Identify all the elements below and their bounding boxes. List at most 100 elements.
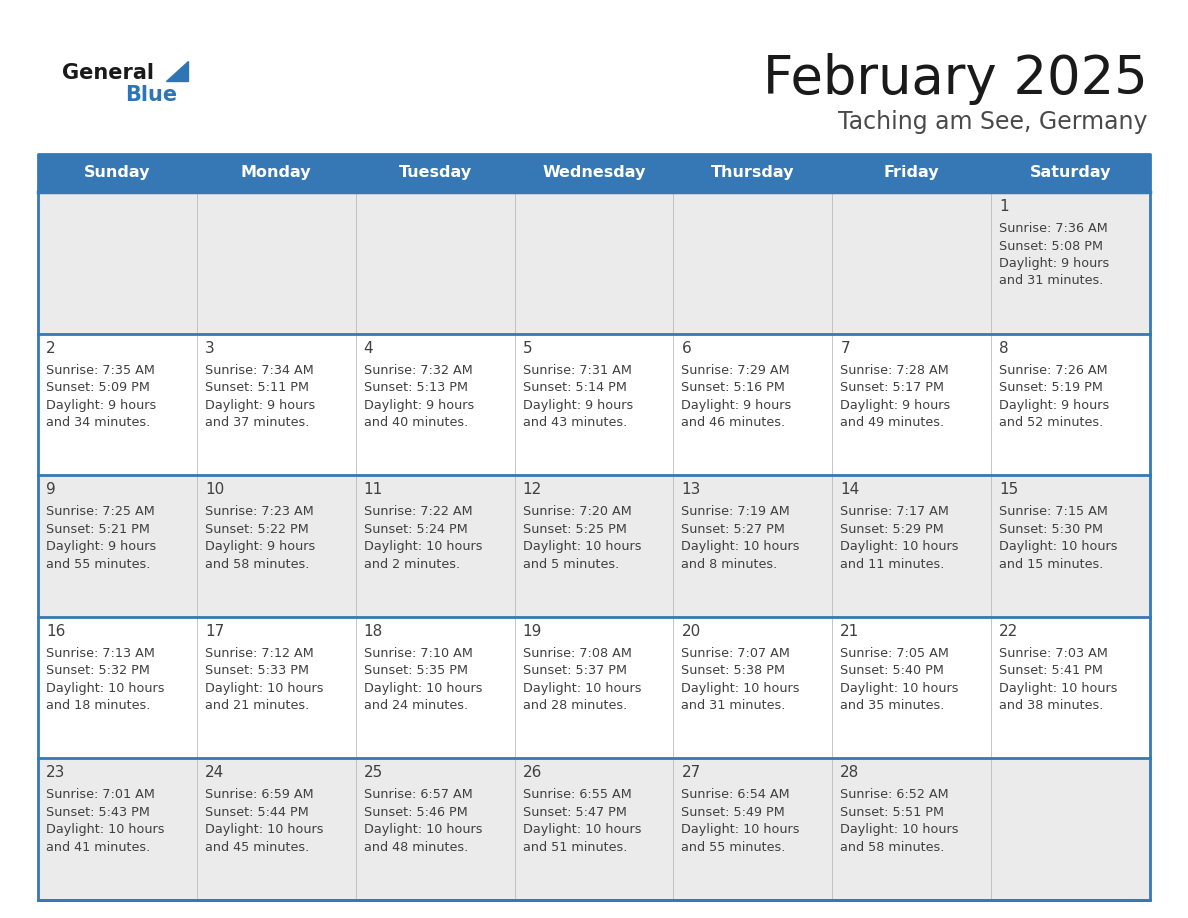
Text: Sunset: 5:35 PM: Sunset: 5:35 PM (364, 665, 468, 677)
Text: and 48 minutes.: and 48 minutes. (364, 841, 468, 854)
Text: Sunset: 5:19 PM: Sunset: 5:19 PM (999, 381, 1102, 394)
Text: Sunset: 5:33 PM: Sunset: 5:33 PM (204, 665, 309, 677)
Text: Sunrise: 7:20 AM: Sunrise: 7:20 AM (523, 505, 631, 518)
Text: Daylight: 9 hours: Daylight: 9 hours (999, 257, 1110, 270)
Bar (38, 333, 1150, 476)
Text: 1: 1 (999, 199, 1009, 214)
Text: 9: 9 (46, 482, 56, 498)
Text: Sunrise: 7:25 AM: Sunrise: 7:25 AM (46, 505, 154, 518)
Text: Sunrise: 7:35 AM: Sunrise: 7:35 AM (46, 364, 154, 376)
Text: 23: 23 (46, 766, 65, 780)
Text: Daylight: 9 hours: Daylight: 9 hours (840, 398, 950, 411)
Text: Daylight: 9 hours: Daylight: 9 hours (682, 398, 791, 411)
Text: Daylight: 10 hours: Daylight: 10 hours (840, 823, 959, 836)
Text: 21: 21 (840, 624, 860, 639)
Text: and 8 minutes.: and 8 minutes. (682, 558, 778, 571)
Text: 22: 22 (999, 624, 1018, 639)
Text: Thursday: Thursday (712, 165, 795, 181)
Text: 19: 19 (523, 624, 542, 639)
Text: Sunrise: 7:15 AM: Sunrise: 7:15 AM (999, 505, 1108, 518)
Text: Sunrise: 7:03 AM: Sunrise: 7:03 AM (999, 647, 1108, 660)
Text: 8: 8 (999, 341, 1009, 355)
Text: Daylight: 10 hours: Daylight: 10 hours (46, 823, 164, 836)
Text: Daylight: 10 hours: Daylight: 10 hours (364, 823, 482, 836)
Text: Sunset: 5:32 PM: Sunset: 5:32 PM (46, 665, 150, 677)
Text: Sunrise: 7:12 AM: Sunrise: 7:12 AM (204, 647, 314, 660)
Text: Daylight: 9 hours: Daylight: 9 hours (46, 540, 157, 554)
Text: and 51 minutes.: and 51 minutes. (523, 841, 627, 854)
Text: Daylight: 10 hours: Daylight: 10 hours (204, 823, 323, 836)
Text: Daylight: 10 hours: Daylight: 10 hours (682, 823, 800, 836)
Text: 10: 10 (204, 482, 225, 498)
Text: 26: 26 (523, 766, 542, 780)
Text: Daylight: 9 hours: Daylight: 9 hours (46, 398, 157, 411)
Text: Sunrise: 7:36 AM: Sunrise: 7:36 AM (999, 222, 1108, 235)
Text: Sunrise: 6:52 AM: Sunrise: 6:52 AM (840, 789, 949, 801)
Text: 13: 13 (682, 482, 701, 498)
Text: 27: 27 (682, 766, 701, 780)
Text: Sunrise: 7:28 AM: Sunrise: 7:28 AM (840, 364, 949, 376)
Text: Daylight: 10 hours: Daylight: 10 hours (364, 540, 482, 554)
Text: Monday: Monday (241, 165, 311, 181)
Text: Sunrise: 6:57 AM: Sunrise: 6:57 AM (364, 789, 473, 801)
Text: Sunset: 5:16 PM: Sunset: 5:16 PM (682, 381, 785, 394)
Text: 14: 14 (840, 482, 860, 498)
Text: 11: 11 (364, 482, 383, 498)
Text: Sunset: 5:24 PM: Sunset: 5:24 PM (364, 522, 467, 536)
Text: Wednesday: Wednesday (542, 165, 646, 181)
Text: and 15 minutes.: and 15 minutes. (999, 558, 1104, 571)
Text: Sunrise: 7:34 AM: Sunrise: 7:34 AM (204, 364, 314, 376)
Text: Sunrise: 7:31 AM: Sunrise: 7:31 AM (523, 364, 632, 376)
Text: Daylight: 10 hours: Daylight: 10 hours (204, 682, 323, 695)
Text: Sunrise: 7:05 AM: Sunrise: 7:05 AM (840, 647, 949, 660)
Text: 28: 28 (840, 766, 860, 780)
Text: and 28 minutes.: and 28 minutes. (523, 700, 627, 712)
Text: 12: 12 (523, 482, 542, 498)
Text: Sunset: 5:41 PM: Sunset: 5:41 PM (999, 665, 1102, 677)
Text: Sunset: 5:29 PM: Sunset: 5:29 PM (840, 522, 944, 536)
Text: and 49 minutes.: and 49 minutes. (840, 416, 944, 429)
Text: Daylight: 10 hours: Daylight: 10 hours (523, 540, 642, 554)
Text: Sunset: 5:44 PM: Sunset: 5:44 PM (204, 806, 309, 819)
Text: 25: 25 (364, 766, 383, 780)
Text: and 38 minutes.: and 38 minutes. (999, 700, 1104, 712)
Text: Sunset: 5:51 PM: Sunset: 5:51 PM (840, 806, 944, 819)
Text: Sunset: 5:14 PM: Sunset: 5:14 PM (523, 381, 626, 394)
Text: and 11 minutes.: and 11 minutes. (840, 558, 944, 571)
Text: Daylight: 9 hours: Daylight: 9 hours (204, 398, 315, 411)
Text: Friday: Friday (884, 165, 940, 181)
Text: Daylight: 10 hours: Daylight: 10 hours (523, 682, 642, 695)
Text: and 41 minutes.: and 41 minutes. (46, 841, 150, 854)
Text: 6: 6 (682, 341, 691, 355)
Text: Sunset: 5:43 PM: Sunset: 5:43 PM (46, 806, 150, 819)
Text: General: General (62, 63, 154, 83)
Text: Sunrise: 7:26 AM: Sunrise: 7:26 AM (999, 364, 1107, 376)
Text: 4: 4 (364, 341, 373, 355)
Text: February 2025: February 2025 (763, 53, 1148, 105)
Text: Sunrise: 7:32 AM: Sunrise: 7:32 AM (364, 364, 473, 376)
Text: Daylight: 9 hours: Daylight: 9 hours (364, 398, 474, 411)
Text: Sunrise: 7:19 AM: Sunrise: 7:19 AM (682, 505, 790, 518)
Text: Sunset: 5:21 PM: Sunset: 5:21 PM (46, 522, 150, 536)
Text: Sunset: 5:11 PM: Sunset: 5:11 PM (204, 381, 309, 394)
Text: Daylight: 10 hours: Daylight: 10 hours (840, 682, 959, 695)
Text: 7: 7 (840, 341, 849, 355)
Text: and 55 minutes.: and 55 minutes. (46, 558, 151, 571)
Text: Daylight: 10 hours: Daylight: 10 hours (46, 682, 164, 695)
Text: and 31 minutes.: and 31 minutes. (682, 700, 785, 712)
Text: Daylight: 10 hours: Daylight: 10 hours (682, 540, 800, 554)
Text: Daylight: 10 hours: Daylight: 10 hours (523, 823, 642, 836)
Text: Sunset: 5:25 PM: Sunset: 5:25 PM (523, 522, 626, 536)
Text: Sunset: 5:37 PM: Sunset: 5:37 PM (523, 665, 626, 677)
Text: 17: 17 (204, 624, 225, 639)
Text: Sunset: 5:22 PM: Sunset: 5:22 PM (204, 522, 309, 536)
Text: Saturday: Saturday (1030, 165, 1111, 181)
Text: Sunday: Sunday (84, 165, 151, 181)
Text: and 40 minutes.: and 40 minutes. (364, 416, 468, 429)
Text: Sunrise: 7:07 AM: Sunrise: 7:07 AM (682, 647, 790, 660)
Text: Sunrise: 7:01 AM: Sunrise: 7:01 AM (46, 789, 154, 801)
Text: Sunset: 5:27 PM: Sunset: 5:27 PM (682, 522, 785, 536)
Text: Sunrise: 7:10 AM: Sunrise: 7:10 AM (364, 647, 473, 660)
Text: Daylight: 10 hours: Daylight: 10 hours (999, 682, 1118, 695)
Text: Daylight: 9 hours: Daylight: 9 hours (204, 540, 315, 554)
